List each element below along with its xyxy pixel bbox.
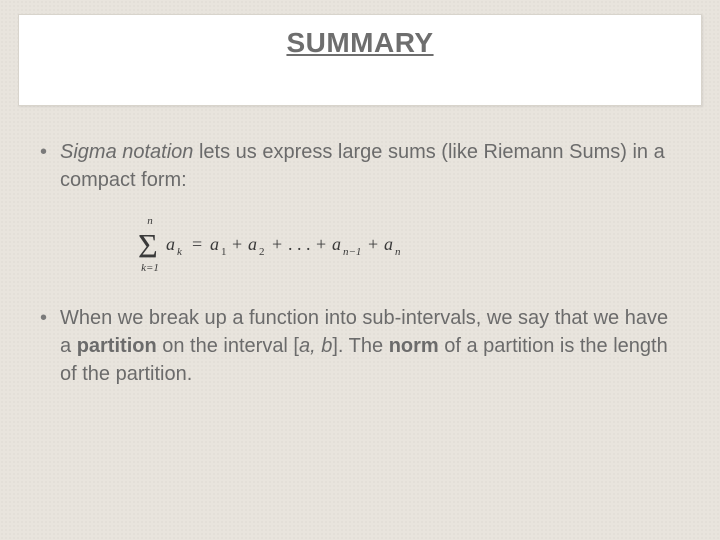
plus: + bbox=[316, 234, 326, 254]
term-sub: n−1 bbox=[343, 246, 361, 258]
text-run: Sigma notation bbox=[60, 141, 193, 163]
term-sub: 2 bbox=[259, 246, 265, 258]
plus: + bbox=[368, 234, 378, 254]
sigma-upper: n bbox=[147, 215, 153, 227]
sigma-symbol: Σ bbox=[138, 228, 158, 265]
text-run: norm bbox=[389, 335, 439, 357]
summand: a bbox=[166, 234, 175, 254]
title-box: SUMMARY bbox=[18, 14, 702, 106]
term: a bbox=[384, 234, 393, 254]
plus: + bbox=[272, 234, 282, 254]
slide-title: SUMMARY bbox=[19, 15, 701, 59]
bullet-marker: • bbox=[40, 304, 54, 332]
term: a bbox=[248, 234, 257, 254]
text-run: ]. The bbox=[332, 335, 388, 357]
term-sub: n bbox=[395, 246, 401, 258]
summand-sub: k bbox=[177, 246, 183, 258]
sigma-lower: k=1 bbox=[141, 262, 159, 274]
sigma-formula: n Σ k=1 a k = a 1 + a 2 + . . . + a n−1 … bbox=[128, 214, 680, 276]
bullet-text: When we break up a function into sub-int… bbox=[60, 304, 680, 388]
bullet-item: • Sigma notation lets us express large s… bbox=[40, 138, 680, 194]
bullet-item: • When we break up a function into sub-i… bbox=[40, 304, 680, 388]
plus: + bbox=[232, 234, 242, 254]
text-run: partition bbox=[77, 335, 157, 357]
slide-body: • Sigma notation lets us express large s… bbox=[0, 106, 720, 388]
term: a bbox=[210, 234, 219, 254]
ellipsis: . . . bbox=[288, 234, 311, 254]
bullet-marker: • bbox=[40, 138, 54, 166]
text-run: a, b bbox=[299, 335, 332, 357]
term: a bbox=[332, 234, 341, 254]
equals: = bbox=[192, 234, 202, 254]
bullet-text: Sigma notation lets us express large sum… bbox=[60, 138, 680, 194]
text-run: on the interval [ bbox=[157, 335, 299, 357]
term-sub: 1 bbox=[221, 246, 227, 258]
